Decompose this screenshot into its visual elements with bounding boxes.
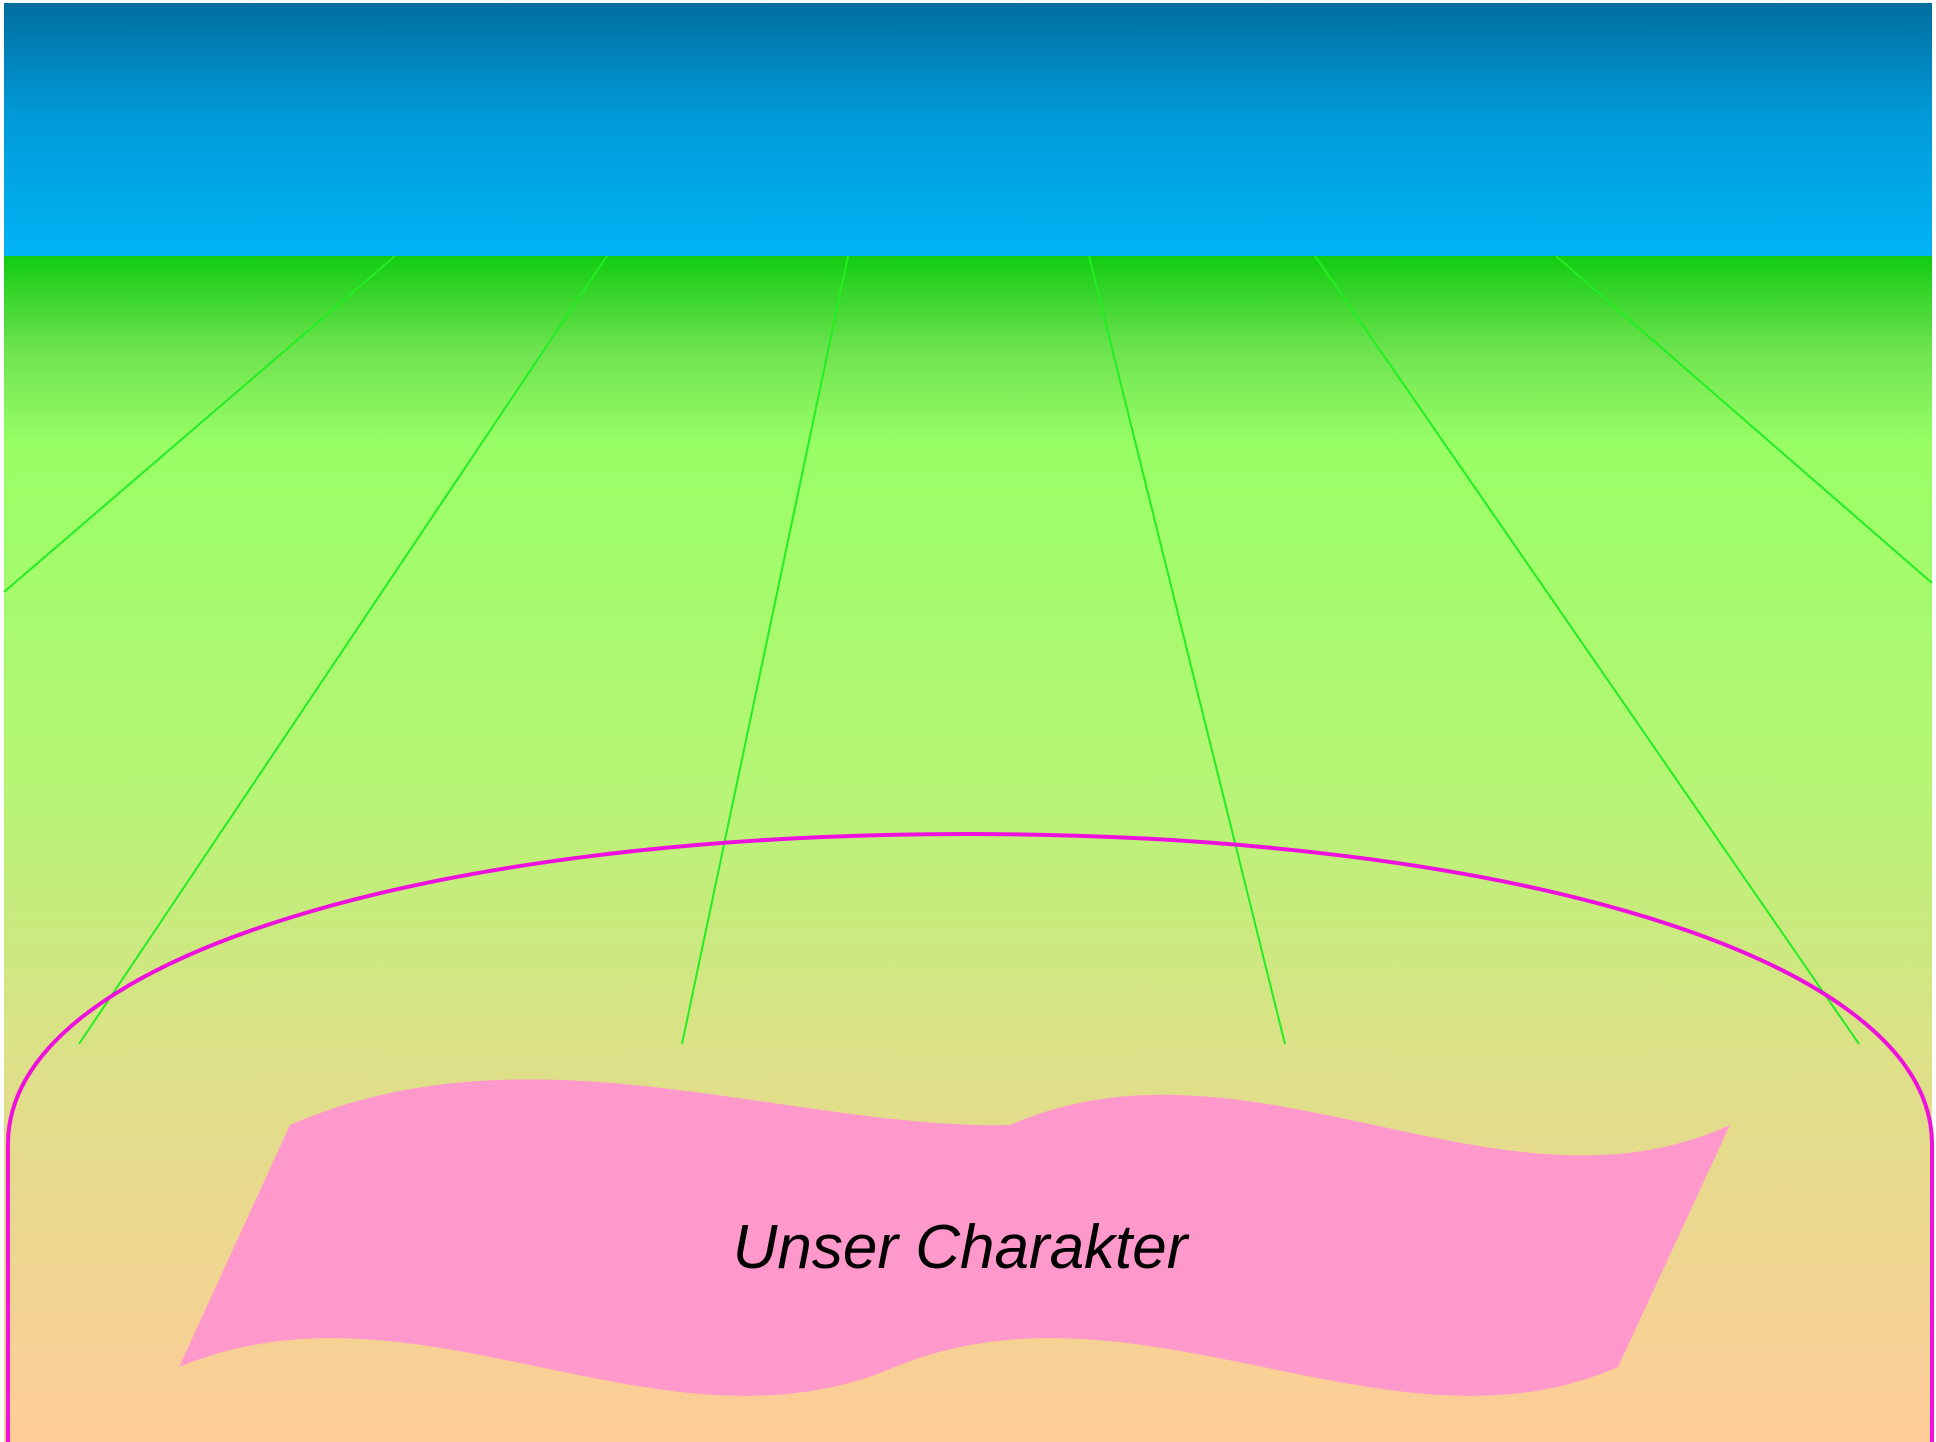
perspective-lines <box>3 255 1933 1045</box>
perspective-line <box>1088 255 1286 1045</box>
perspective-line <box>78 255 608 1045</box>
banner-title: Unser Charakter <box>733 1213 1190 1282</box>
perspective-line <box>1314 255 1860 1045</box>
arch-outline <box>6 831 1934 1442</box>
perspective-line <box>3 255 396 593</box>
sky-band <box>4 3 1932 256</box>
perspective-line <box>1555 255 1933 584</box>
perspective-line <box>681 255 849 1045</box>
banner-shape <box>179 1079 1730 1396</box>
